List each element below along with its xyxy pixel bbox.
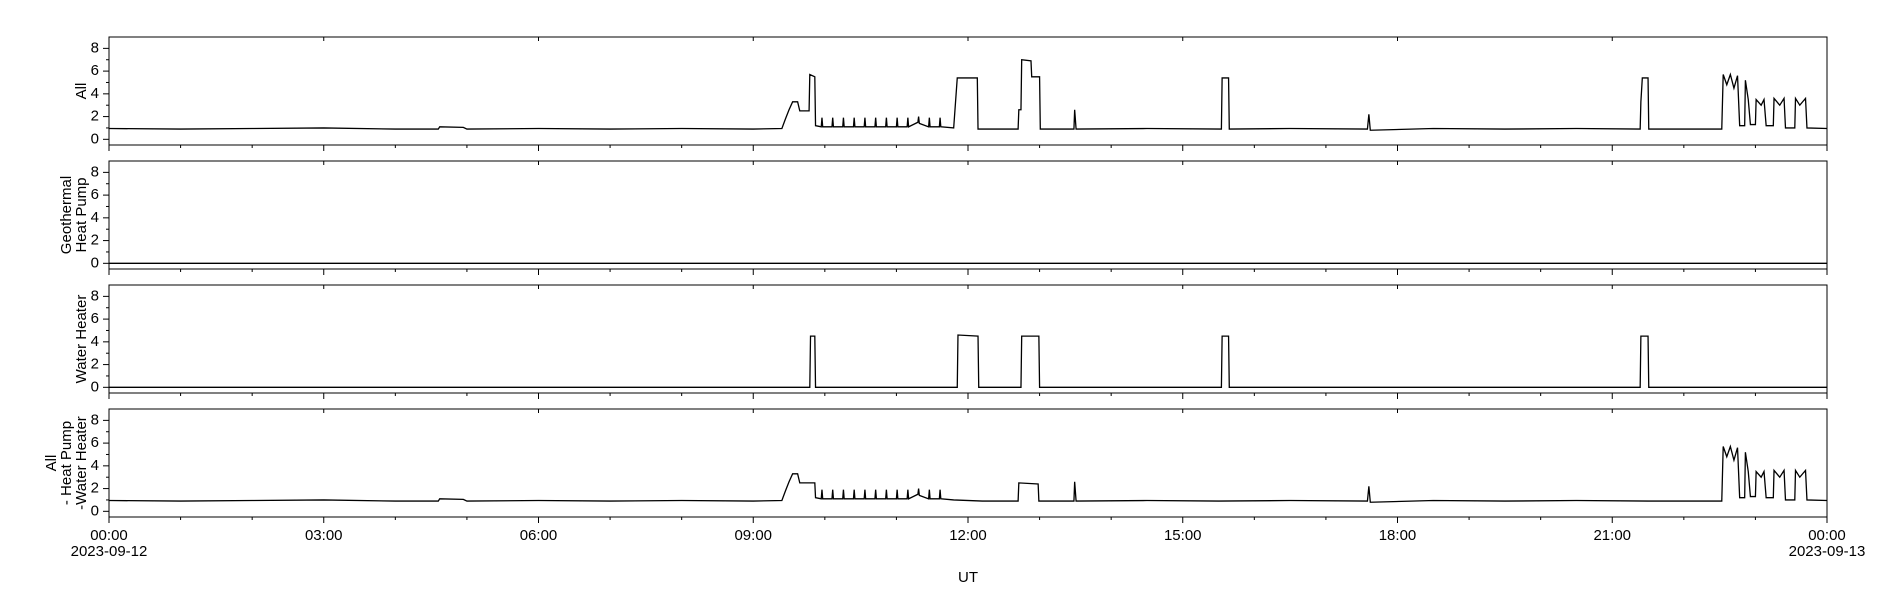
data-line — [108, 59, 1828, 131]
y-tick-label: 4 — [91, 457, 99, 474]
y-tick-label: 6 — [91, 62, 99, 79]
x-tick-label: 15:00 — [1164, 527, 1202, 544]
y-axis-label: Geothermal — [58, 176, 75, 254]
x-date-label: 2023-09-12 — [71, 543, 148, 560]
x-tick-label: 00:00 — [90, 527, 128, 544]
panel-frame — [108, 160, 1828, 270]
y-tick-label: 8 — [91, 163, 99, 180]
y-axis-label: All — [73, 83, 90, 100]
x-date-label: 2023-09-13 — [1789, 543, 1866, 560]
y-axis-label: All — [43, 455, 60, 472]
x-tick-label: 18:00 — [1379, 527, 1417, 544]
y-tick-label: 0 — [91, 378, 99, 395]
y-tick-label: 6 — [91, 310, 99, 327]
x-tick-label: 12:00 — [949, 527, 987, 544]
y-tick-label: 8 — [91, 411, 99, 428]
panel-frame — [108, 284, 1828, 394]
y-tick-label: 6 — [91, 186, 99, 203]
y-tick-label: 0 — [91, 254, 99, 271]
y-tick-label: 2 — [91, 232, 99, 249]
y-tick-label: 4 — [91, 333, 99, 350]
y-tick-label: 2 — [91, 108, 99, 125]
y-tick-label: 0 — [91, 502, 99, 519]
data-line — [109, 334, 1827, 388]
y-axis-label: Water Heater — [73, 295, 90, 384]
y-axis-label: -Water Heater — [73, 416, 90, 510]
y-tick-label: 6 — [91, 434, 99, 451]
x-tick-label: 00:00 — [1808, 527, 1846, 544]
y-tick-label: 8 — [91, 39, 99, 56]
y-tick-label: 2 — [91, 356, 99, 373]
y-axis-label: Heat Pump — [73, 177, 90, 252]
y-tick-label: 4 — [91, 209, 99, 226]
data-line — [108, 444, 1828, 503]
x-tick-label: 03:00 — [305, 527, 343, 544]
x-axis-label: UT — [958, 569, 978, 586]
x-tick-label: 09:00 — [734, 527, 772, 544]
x-tick-label: 21:00 — [1593, 527, 1631, 544]
y-tick-label: 2 — [91, 480, 99, 497]
y-tick-label: 4 — [91, 85, 99, 102]
y-tick-label: 8 — [91, 287, 99, 304]
y-axis-label: - Heat Pump — [58, 421, 75, 505]
y-tick-label: 0 — [91, 130, 99, 147]
x-tick-label: 06:00 — [520, 527, 558, 544]
